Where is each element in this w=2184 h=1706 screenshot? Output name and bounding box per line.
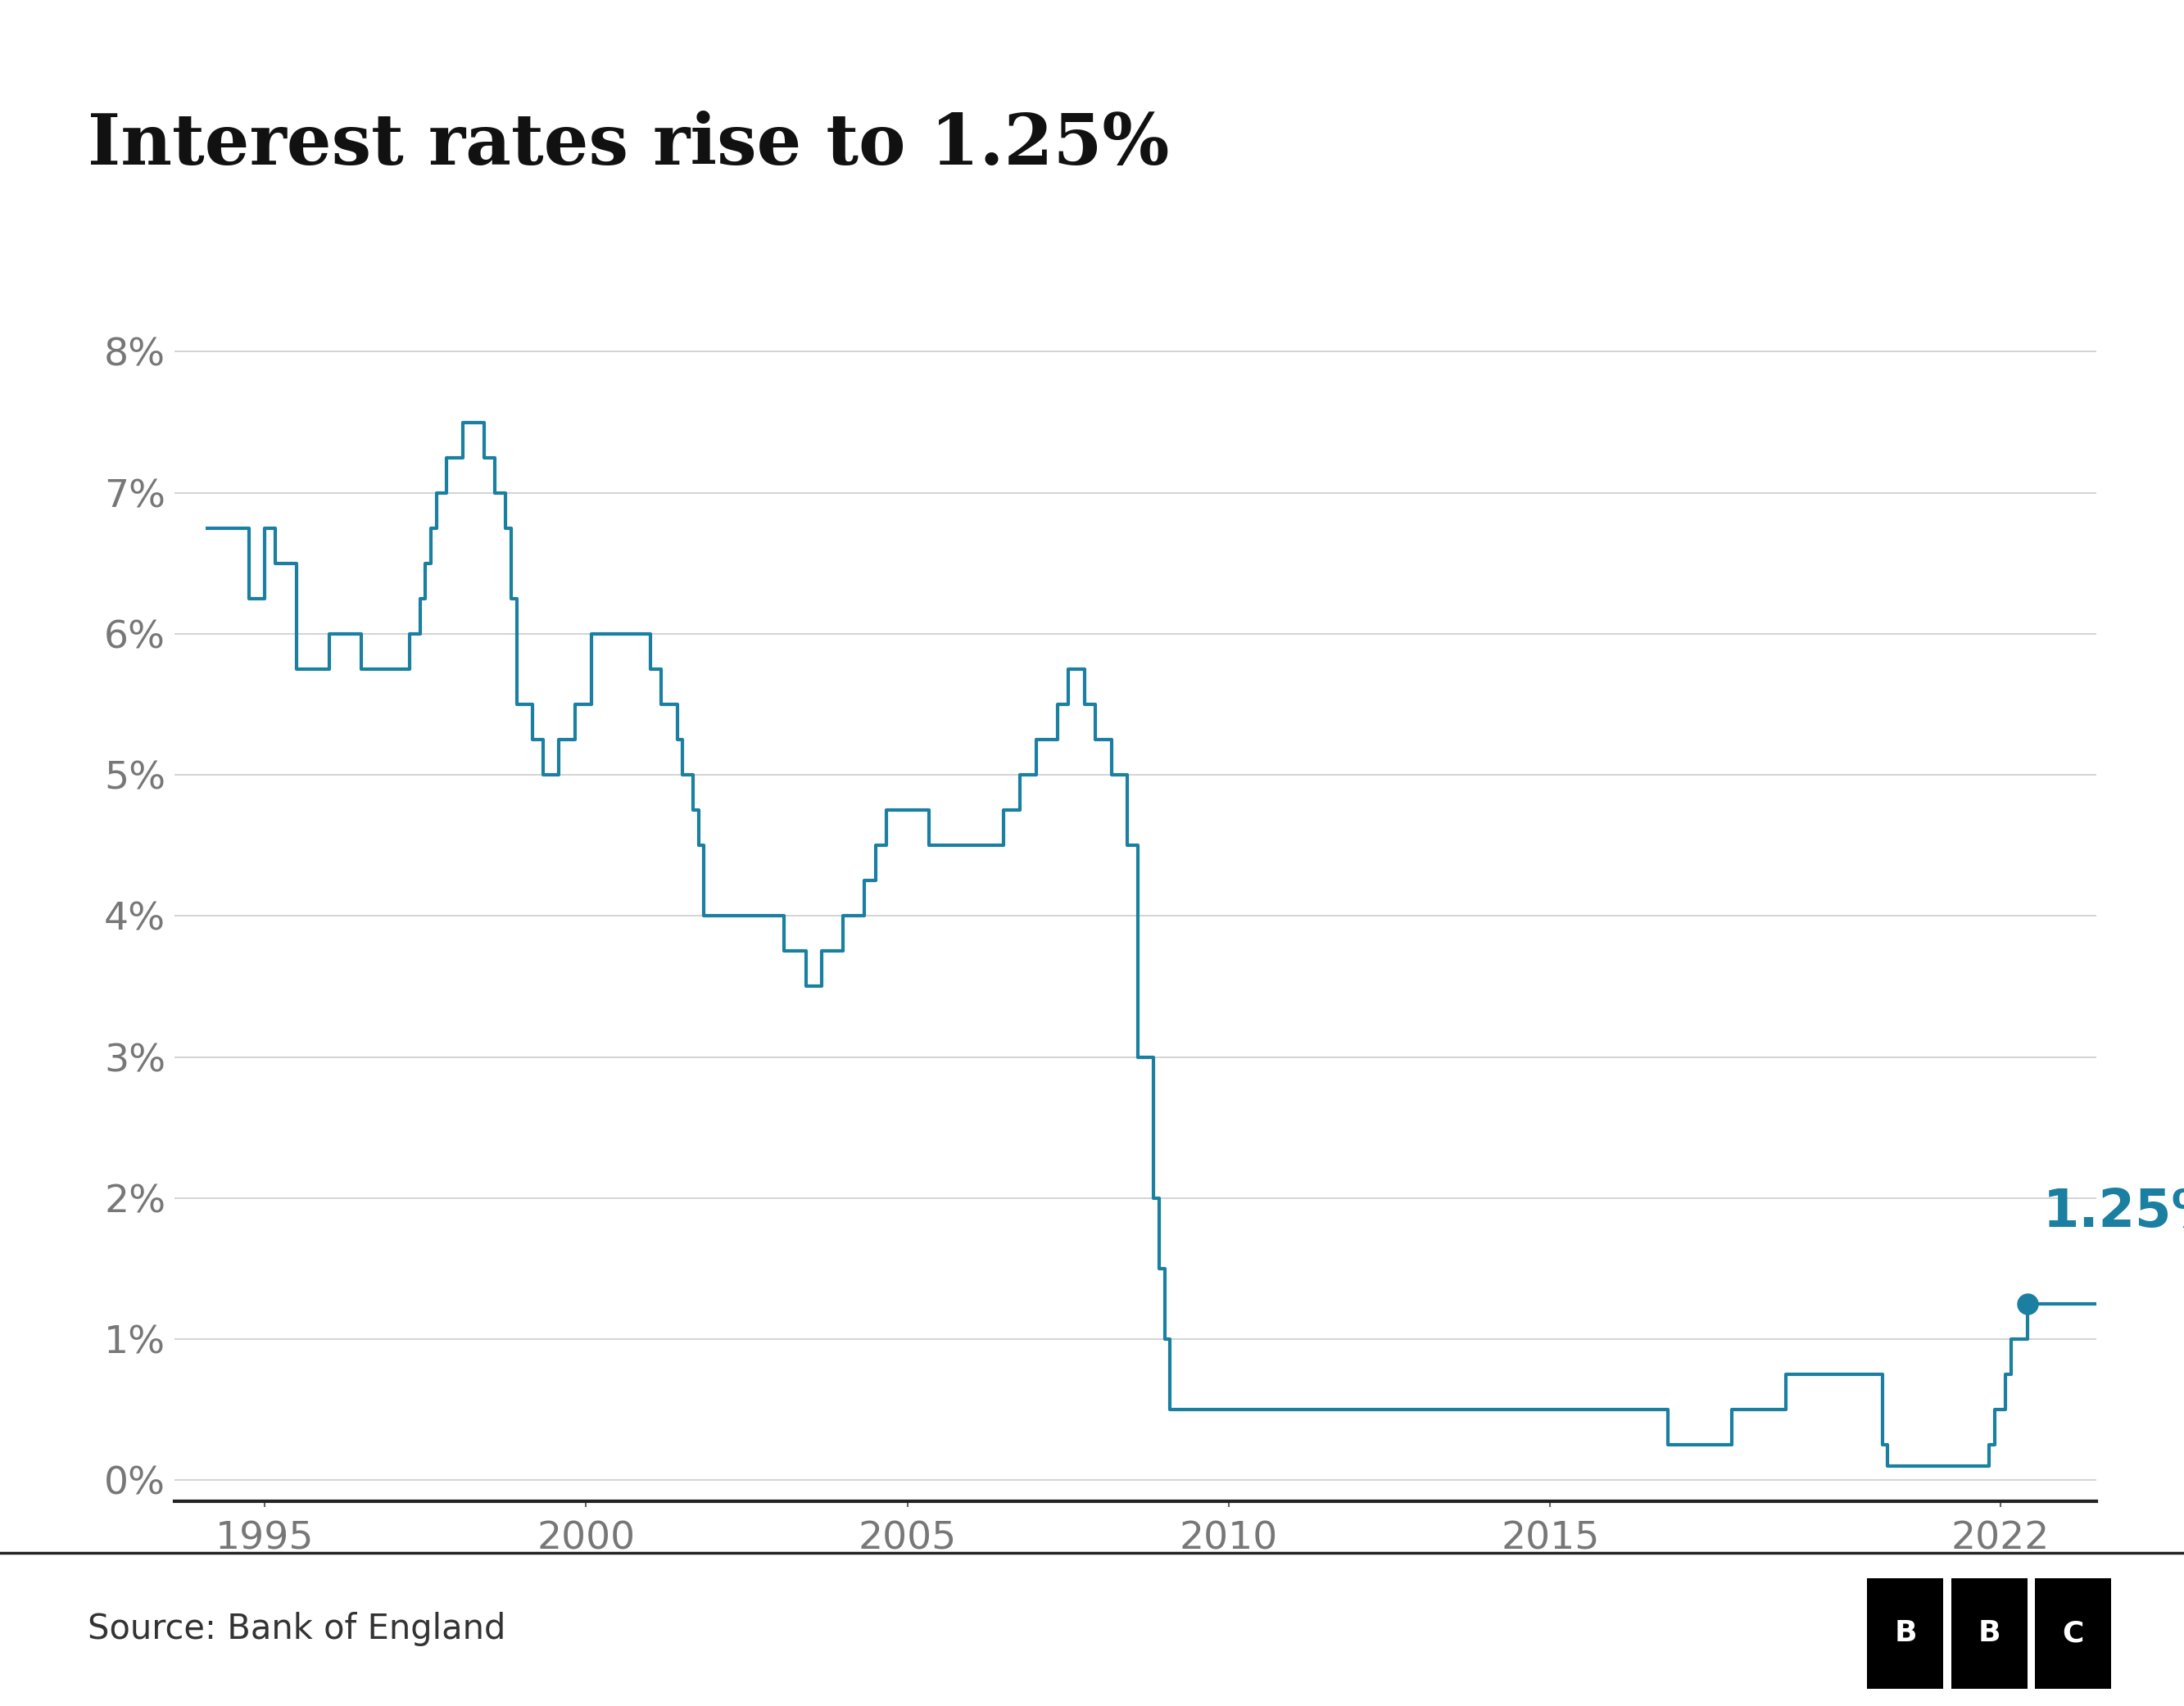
FancyBboxPatch shape [1867,1578,1944,1689]
Text: Source: Bank of England: Source: Bank of England [87,1612,505,1646]
Text: Interest rates rise to 1.25%: Interest rates rise to 1.25% [87,111,1168,179]
FancyBboxPatch shape [2035,1578,2112,1689]
FancyBboxPatch shape [1950,1578,2027,1689]
Text: C: C [2062,1619,2084,1648]
Text: B: B [1894,1619,1918,1648]
Text: 1.25%: 1.25% [2044,1187,2184,1237]
Text: B: B [1979,1619,2001,1648]
